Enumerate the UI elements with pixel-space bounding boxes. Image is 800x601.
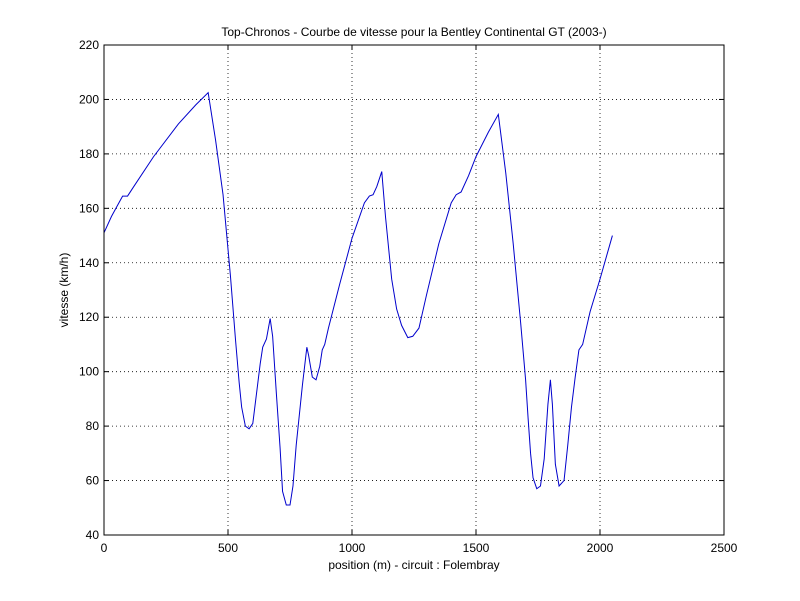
x-tick-label: 2000 [587,541,614,555]
x-tick-label: 2500 [711,541,738,555]
x-tick-label: 0 [101,541,108,555]
y-tick-label: 120 [79,310,99,324]
plot-area [103,44,725,536]
x-axis-label: position (m) - circuit : Folembray [328,558,499,572]
grid [104,45,724,535]
y-tick-label: 200 [79,92,99,106]
x-tick-label: 1500 [463,541,490,555]
plot-frame [103,44,725,536]
y-tick-label: 60 [86,474,100,488]
x-tick-label: 1000 [339,541,366,555]
y-axis-label: vitesse (km/h) [57,253,71,328]
y-tick-label: 40 [86,528,100,542]
y-tick-labels: 40 60 80 100 120 140 160 180 200 220 [79,38,99,542]
y-tick-label: 160 [79,201,99,215]
y-tick-label: 100 [79,365,99,379]
x-tick-labels: 0 500 1000 1500 2000 2500 [101,541,738,555]
y-tick-label: 140 [79,256,99,270]
x-tick-label: 500 [218,541,238,555]
chart-title: Top-Chronos - Courbe de vitesse pour la … [221,25,606,39]
y-tick-label: 80 [86,419,100,433]
y-tick-label: 180 [79,147,99,161]
speed-series-line [103,91,613,506]
y-tick-label: 220 [79,38,99,52]
